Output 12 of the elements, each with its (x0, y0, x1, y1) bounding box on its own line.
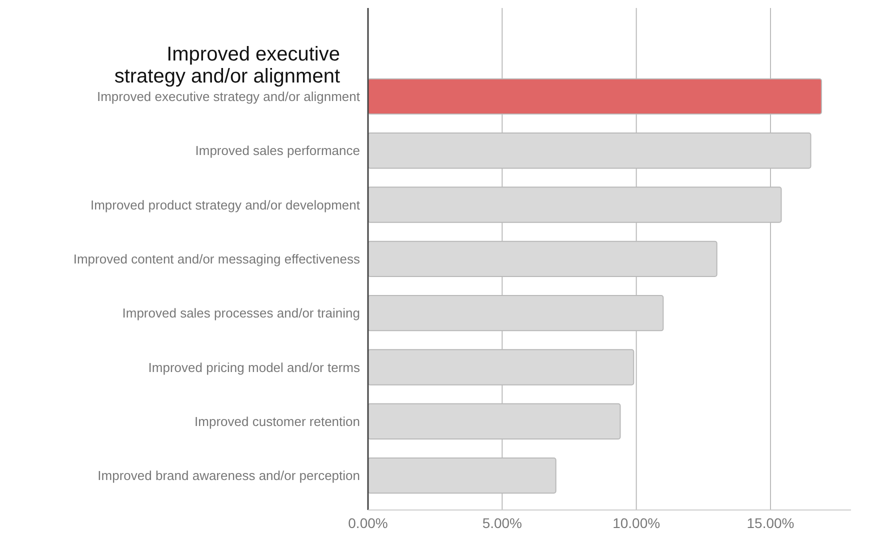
y-tick-label: Improved content and/or messaging effectiveness (73, 251, 360, 266)
y-tick-label: Improved product strategy and/or development (90, 197, 360, 212)
y-tick-label: Improved brand awareness and/or perception (98, 468, 360, 484)
x-tick-label: 5.00% (482, 515, 522, 531)
y-tick-label: Improved sales performance (195, 143, 360, 158)
y-tick-label: Improved sales processes and/or training (122, 306, 360, 321)
y-tick-label: Improved customer retention (194, 414, 360, 429)
x-tick-label: 15.00% (746, 515, 794, 531)
y-tick-label: Improved executive strategy and/or alignment (96, 88, 360, 104)
x-tick-label: 0.00% (348, 515, 388, 531)
y-tick-label: Improved pricing model and/or terms (148, 360, 360, 375)
x-tick-label: 10.00% (612, 515, 660, 531)
